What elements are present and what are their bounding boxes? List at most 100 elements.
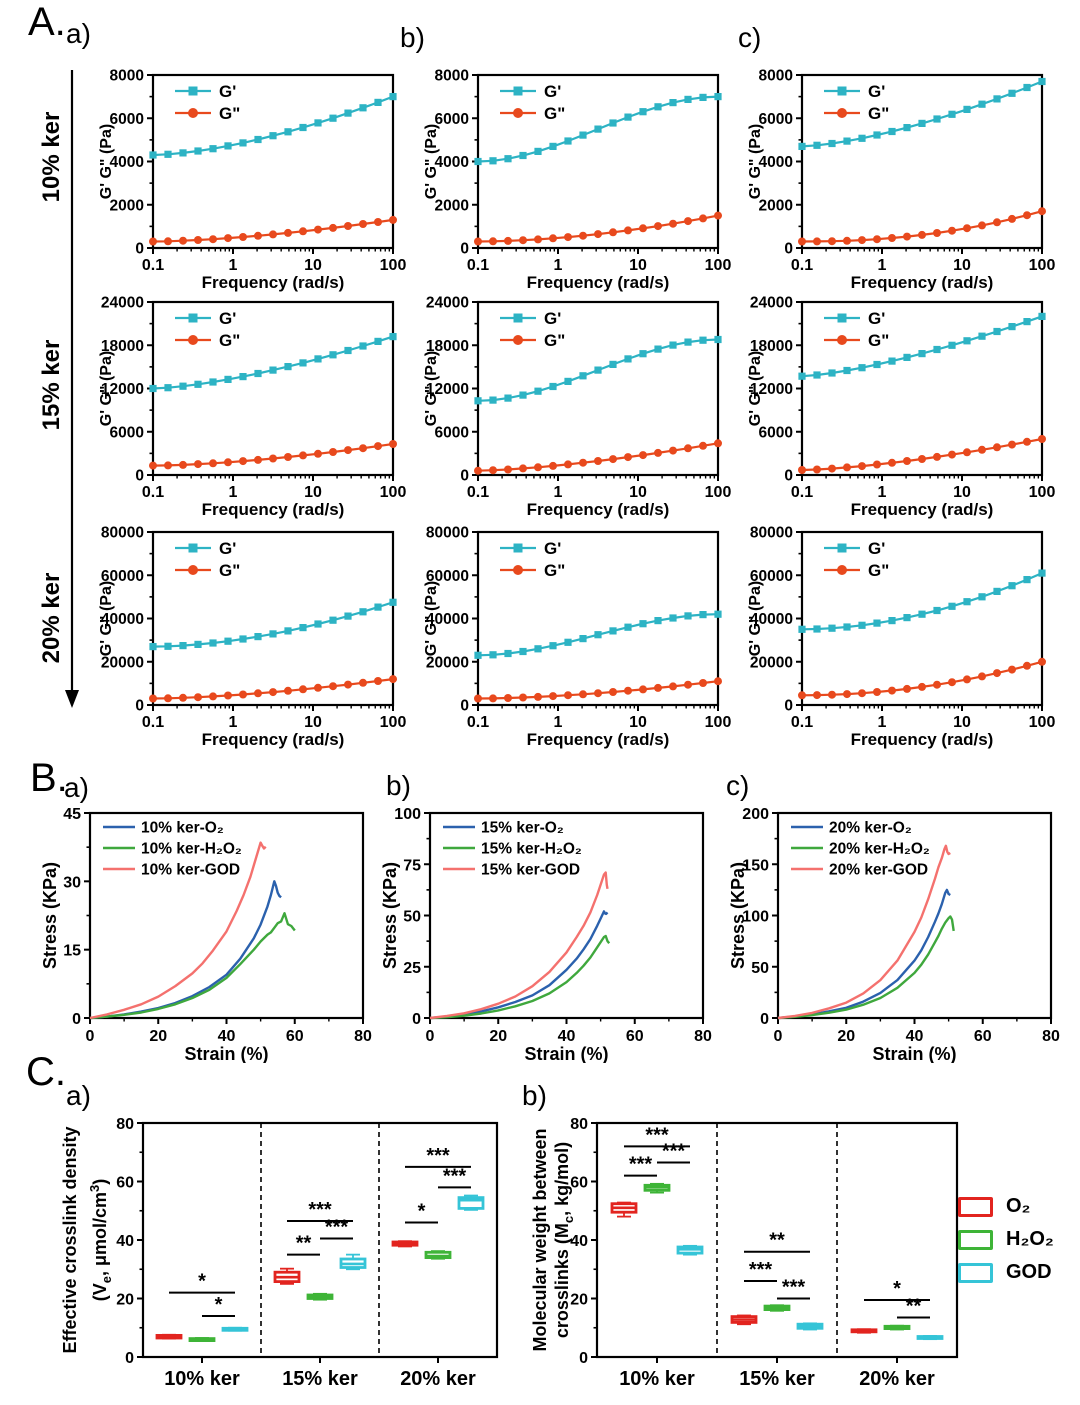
svg-text:80: 80 xyxy=(694,1028,712,1045)
concentration-arrow-icon xyxy=(65,70,79,708)
svg-text:20% ker: 20% ker xyxy=(859,1368,935,1390)
legend-item-god: GOD xyxy=(958,1256,1054,1289)
svg-text:20% ker-H₂O₂: 20% ker-H₂O₂ xyxy=(829,841,930,858)
stress-strain-chart-20ker: 0 50 100 150 200 Stress (KPa) 0 20 40 60 80 Strain … xyxy=(718,795,1068,1064)
svg-text:***: *** xyxy=(443,1165,467,1187)
svg-text:4000: 4000 xyxy=(435,154,469,171)
svg-text:Effective crosslink density: Effective crosslink density xyxy=(60,1126,80,1353)
x-axis: 0.1 1 10 100 Frequency (rad/s) xyxy=(791,475,1055,519)
panel-b-col-label-c: c) xyxy=(726,770,750,801)
sig-bar: *** xyxy=(624,1124,690,1148)
y-axis: 0 2000 4000 6000 8000 G' G" (Pa) xyxy=(98,68,153,258)
svg-text:Molecular weight between: Molecular weight between xyxy=(530,1128,550,1351)
svg-text:***: *** xyxy=(629,1154,653,1176)
chart-legend: G' G" xyxy=(175,309,240,350)
chart-legend: G' G" xyxy=(175,539,240,580)
box-O2 xyxy=(730,1314,758,1326)
rheology-chart-20ker-c: 0 20000 40000 60000 80000 G' G" (Pa) 0.1 1 10 100… xyxy=(744,515,1060,750)
chart-svg: 0 6000 12000 18000 24000 G' G" (Pa) 0.1 1 10 100 F… xyxy=(747,295,1055,520)
series-g_prime xyxy=(149,598,397,651)
chart-svg: 0 50 100 150 200 Stress (KPa) 0 20 40 60 80 Strain … xyxy=(728,806,1060,1064)
x-axis: 0.1 1 10 100 Frequency (rad/s) xyxy=(791,248,1055,292)
svg-text:0: 0 xyxy=(460,468,469,485)
svg-text:4000: 4000 xyxy=(110,154,144,171)
svg-text:1: 1 xyxy=(229,484,238,501)
svg-text:Frequency (rad/s): Frequency (rad/s) xyxy=(851,730,994,749)
svg-text:0: 0 xyxy=(426,1028,435,1045)
svg-text:0: 0 xyxy=(579,1350,588,1367)
svg-text:0.1: 0.1 xyxy=(142,714,164,731)
svg-text:10% ker: 10% ker xyxy=(619,1368,695,1390)
sig-bar: ** xyxy=(897,1296,930,1319)
svg-text:Frequency (rad/s): Frequency (rad/s) xyxy=(527,730,670,749)
svg-text:**: ** xyxy=(296,1233,312,1255)
series-g_double xyxy=(474,677,722,703)
svg-text:G": G" xyxy=(868,561,889,580)
section-c-label: C. xyxy=(26,1050,66,1094)
svg-text:0: 0 xyxy=(72,1011,81,1028)
rheology-chart-20ker-a: 0 20000 40000 60000 80000 G' G" (Pa) 0.1 1 10 100… xyxy=(95,515,411,750)
svg-text:G' G" (Pa): G' G" (Pa) xyxy=(747,351,764,426)
x-axis: 0.1 1 10 100 Frequency (rad/s) xyxy=(467,705,731,749)
plot-frame xyxy=(800,530,1044,707)
sig-bar: *** xyxy=(287,1199,353,1222)
box-GOD xyxy=(339,1253,367,1271)
svg-text:18000: 18000 xyxy=(101,338,144,355)
svg-text:G' G" (Pa): G' G" (Pa) xyxy=(98,351,115,426)
svg-text:0.1: 0.1 xyxy=(467,484,489,501)
chart-svg: 0 20000 40000 60000 80000 G' G" (Pa) 0.1 1 10 100… xyxy=(747,525,1056,750)
x-axis: 0 20 40 60 80 Strain (%) xyxy=(426,1018,712,1064)
svg-text:24000: 24000 xyxy=(750,295,793,312)
svg-text:***: *** xyxy=(662,1140,686,1162)
svg-text:24000: 24000 xyxy=(101,295,144,312)
legend-swatch-god-icon xyxy=(958,1262,993,1283)
svg-text:0: 0 xyxy=(784,698,793,715)
svg-text:1: 1 xyxy=(229,257,238,274)
panel-c-col-label-a: a) xyxy=(66,1080,91,1111)
svg-text:2000: 2000 xyxy=(435,197,469,214)
svg-text:***: *** xyxy=(325,1217,349,1239)
chart-legend: 10% ker-O₂ 10% ker-H₂O₂ 10% ker-GOD xyxy=(103,820,242,879)
svg-text:Stress (KPa): Stress (KPa) xyxy=(728,862,748,969)
svg-text:15% ker-GOD: 15% ker-GOD xyxy=(481,862,580,879)
svg-text:100: 100 xyxy=(1029,714,1056,731)
svg-text:G": G" xyxy=(219,104,240,123)
svg-text:0.1: 0.1 xyxy=(467,714,489,731)
plot-frame xyxy=(800,73,1044,250)
svg-text:20% ker-GOD: 20% ker-GOD xyxy=(829,862,928,879)
y-axis: 0 20000 40000 60000 80000 G' G" (Pa) xyxy=(423,525,478,715)
svg-text:6000: 6000 xyxy=(110,424,144,441)
svg-text:0: 0 xyxy=(784,241,793,258)
sig-bar: *** xyxy=(405,1145,471,1168)
series-1 xyxy=(429,934,611,1020)
panel-a-col-label-c: c) xyxy=(738,22,762,53)
svg-text:G": G" xyxy=(544,104,565,123)
svg-text:Frequency (rad/s): Frequency (rad/s) xyxy=(202,273,345,292)
y-axis: 0 6000 12000 18000 24000 G' G" (Pa) xyxy=(98,295,153,485)
plot-frame xyxy=(151,530,395,707)
chart-legend: G' G" xyxy=(500,82,565,123)
y-axis: 0 6000 12000 18000 24000 G' G" (Pa) xyxy=(747,295,802,485)
svg-text:6000: 6000 xyxy=(435,424,469,441)
svg-text:Stress (KPa): Stress (KPa) xyxy=(380,862,400,969)
svg-text:6000: 6000 xyxy=(435,111,469,128)
svg-text:10: 10 xyxy=(953,257,971,274)
chart-legend: 20% ker-O₂ 20% ker-H₂O₂ 20% ker-GOD xyxy=(791,820,930,879)
svg-text:4000: 4000 xyxy=(759,154,793,171)
svg-text:0: 0 xyxy=(135,468,144,485)
box-O2 xyxy=(610,1201,638,1218)
series-0 xyxy=(777,888,951,1020)
svg-text:*: * xyxy=(893,1278,901,1300)
legend-label-h2o2: H₂O₂ xyxy=(1006,1228,1054,1250)
series-2 xyxy=(429,871,609,1020)
svg-text:G' G" (Pa): G' G" (Pa) xyxy=(423,124,440,199)
box-GOD xyxy=(457,1194,485,1211)
svg-text:0: 0 xyxy=(135,698,144,715)
svg-text:45: 45 xyxy=(63,806,81,823)
svg-text:80000: 80000 xyxy=(101,525,144,542)
group-0: 10% ker * * xyxy=(155,1271,249,1390)
chart-svg: 0 6000 12000 18000 24000 G' G" (Pa) 0.1 1 10 100 F… xyxy=(423,295,731,520)
series-g_double xyxy=(798,657,1046,700)
legend-swatch-o2-icon xyxy=(958,1196,993,1217)
chart-svg: 0 2000 4000 6000 8000 G' G" (Pa) 0.1 1 10 100 Freq… xyxy=(747,68,1055,293)
